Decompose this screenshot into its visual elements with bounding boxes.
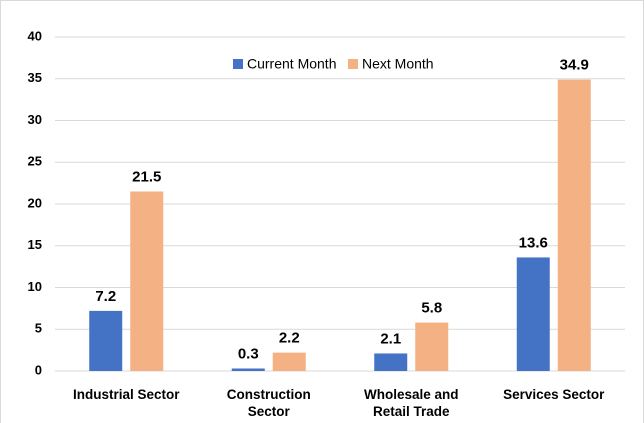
data-label: 34.9 (560, 57, 589, 74)
legend-label: Next Month (362, 56, 434, 72)
data-label: 2.1 (380, 330, 401, 347)
y-tick-label: 35 (28, 70, 42, 85)
legend-label: Current Month (247, 56, 336, 72)
bar (130, 191, 164, 371)
bar (231, 368, 265, 371)
y-tick-label: 20 (28, 195, 42, 210)
bar (89, 310, 123, 371)
data-label: 7.2 (95, 288, 116, 305)
data-label: 0.3 (238, 345, 259, 362)
y-tick-label: 10 (28, 279, 42, 294)
y-tick-label: 30 (28, 112, 42, 127)
y-tick-label: 5 (35, 321, 42, 336)
data-label: 5.8 (421, 300, 442, 317)
y-tick-label: 0 (35, 362, 42, 377)
x-tick-label: Wholesale and Retail Trade (363, 387, 459, 419)
bar (557, 79, 591, 372)
bar (415, 322, 449, 371)
bar (374, 353, 408, 371)
y-tick-label: 40 (28, 28, 42, 43)
data-label: 13.6 (519, 234, 548, 251)
bar (516, 257, 550, 371)
x-tick-label: Services Sector (503, 387, 605, 402)
legend-swatch (348, 59, 358, 69)
data-label: 2.2 (279, 330, 300, 347)
bar (272, 352, 306, 371)
data-label: 21.5 (132, 168, 161, 185)
y-tick-label: 15 (28, 237, 42, 252)
y-tick-label: 25 (28, 154, 42, 169)
x-tick-label: Industrial Sector (72, 387, 180, 402)
legend-swatch (233, 59, 243, 69)
x-tick-label: Construction Sector (226, 387, 311, 419)
